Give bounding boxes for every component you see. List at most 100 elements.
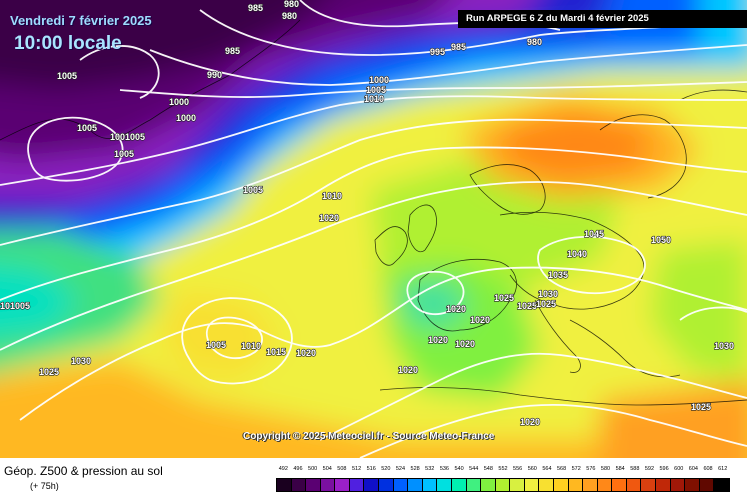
legend-colour-cell: [364, 479, 380, 491]
legend-tick-label: 536: [439, 466, 449, 472]
legend-tick-label: 500: [308, 466, 318, 472]
isobar-label: 985: [225, 46, 240, 56]
isobar-label: 101005: [0, 301, 30, 311]
legend-tick-label: 504: [322, 466, 332, 472]
geopotential-field: [0, 0, 747, 458]
legend-tick-label: 512: [351, 466, 362, 472]
legend-colour-cell: [451, 479, 467, 491]
legend-colour-cell: [510, 479, 525, 491]
legend-colour-cell: [553, 479, 569, 491]
isobar-label: 980: [282, 11, 297, 21]
legend-colour-cell: [408, 479, 423, 491]
isobar-label: 1020: [428, 335, 448, 345]
isobar-label: 1010: [322, 191, 342, 201]
legend-colour-cell: [291, 479, 307, 491]
model-run-label: Run ARPEGE 6 Z du Mardi 4 février 2025: [458, 10, 747, 28]
isobar-label: 1020: [455, 339, 475, 349]
legend-tick-label: 592: [644, 466, 655, 472]
legend-colour-cell: [670, 479, 686, 491]
legend-colour-bar: [276, 478, 730, 492]
legend-tick-label: 596: [659, 466, 669, 472]
isobar-label: 1025: [39, 367, 59, 377]
legend-tick-label: 552: [498, 466, 508, 472]
legend-tick-label: 568: [556, 466, 567, 472]
legend-colour-cell: [612, 479, 627, 491]
legend-tick-label: 584: [615, 466, 625, 472]
legend-tick-label: 516: [366, 466, 376, 472]
isobar-label: 1030: [71, 356, 91, 366]
legend-tick-label: 548: [483, 466, 493, 472]
isobar-label: 1005: [243, 185, 263, 195]
copyright-notice: Copyright © 2025 Meteociel.fr - Source M…: [243, 431, 495, 442]
legend-colour-cell: [466, 479, 482, 491]
forecast-local-time: 10:00 locale: [14, 33, 122, 54]
isobar-label: 1035: [548, 270, 568, 280]
legend-colour-cell: [495, 479, 511, 491]
isobar-label: 1030: [714, 341, 734, 351]
isobar-label: 1005: [206, 340, 226, 350]
isobar-label: 1005: [77, 123, 97, 133]
legend-colour-cell: [597, 479, 613, 491]
legend-colour-cell: [685, 479, 700, 491]
forecast-lead-time: (+ 75h): [30, 481, 59, 491]
legend-colour-cell: [393, 479, 409, 491]
forecast-date: Vendredi 7 février 2025: [10, 13, 152, 28]
legend-tick-label: 576: [586, 466, 596, 472]
legend-tick-label: 532: [425, 466, 435, 472]
isobar-label: 1020: [446, 304, 466, 314]
isobar-label: 985: [248, 3, 263, 13]
legend-colour-cell: [641, 479, 657, 491]
isobar-label: 1000: [169, 97, 189, 107]
legend-colour-cell: [306, 479, 321, 491]
legend-colour-cell: [277, 479, 292, 491]
isobar-label: 1005: [366, 85, 386, 95]
legend-tick-label: 612: [718, 466, 728, 472]
isobar-label: 990: [207, 70, 222, 80]
legend-colour-cell: [524, 479, 540, 491]
legend-colour-cell: [626, 479, 642, 491]
legend-colour-cell: [539, 479, 554, 491]
isobar-label: 1020: [470, 315, 490, 325]
legend-tick-label: 564: [542, 466, 552, 472]
legend-colour-cell: [437, 479, 452, 491]
legend-tick-label: 524: [395, 466, 406, 472]
isobar-label: 1000: [176, 113, 196, 123]
map-footer: Géop. Z500 & pression au sol (+ 75h) 492…: [0, 458, 747, 498]
legend-colour-cell: [481, 479, 496, 491]
isobar-label: 1020: [520, 417, 540, 427]
isobar-label: 1010: [364, 94, 384, 104]
isobar-label: 1040: [567, 249, 587, 259]
isobar-label: 980: [284, 0, 299, 9]
isobar-label: 1025: [517, 301, 537, 311]
isobar-label: 1020: [319, 213, 339, 223]
legend-tick-label: 492: [278, 466, 288, 472]
legend-tick-label: 608: [703, 466, 713, 472]
isobar-label: 1005: [57, 71, 77, 81]
legend-tick-label: 540: [454, 466, 464, 472]
legend-colour-cell: [714, 479, 729, 491]
colour-scale-legend: 492 496 500 504 508 512 516 520 524 528 532 536 540 5…: [276, 466, 730, 494]
legend-tick-label: 520: [381, 466, 391, 472]
isobar-label: 1010: [241, 341, 261, 351]
isobar-label: 980: [527, 37, 542, 47]
legend-tick-label: 528: [410, 466, 420, 472]
legend-colour-cell: [349, 479, 365, 491]
legend-tick-label: 600: [674, 466, 684, 472]
isobar-label: 1015: [266, 347, 286, 357]
legend-tick-label: 508: [337, 466, 347, 472]
isobar-label: 1045: [584, 229, 604, 239]
legend-colour-cell: [568, 479, 584, 491]
isobar-label: 1030: [538, 289, 558, 299]
legend-colour-cell: [320, 479, 336, 491]
isobar-label: 1020: [398, 365, 418, 375]
legend-colour-cell: [422, 479, 438, 491]
isobar-lines: [0, 0, 747, 458]
isobar-label: 1025: [536, 299, 556, 309]
isobar-label: 995: [430, 47, 445, 57]
legend-colour-cell: [335, 479, 350, 491]
legend-tick-label: 560: [527, 466, 537, 472]
legend-tick-label: 588: [630, 466, 640, 472]
